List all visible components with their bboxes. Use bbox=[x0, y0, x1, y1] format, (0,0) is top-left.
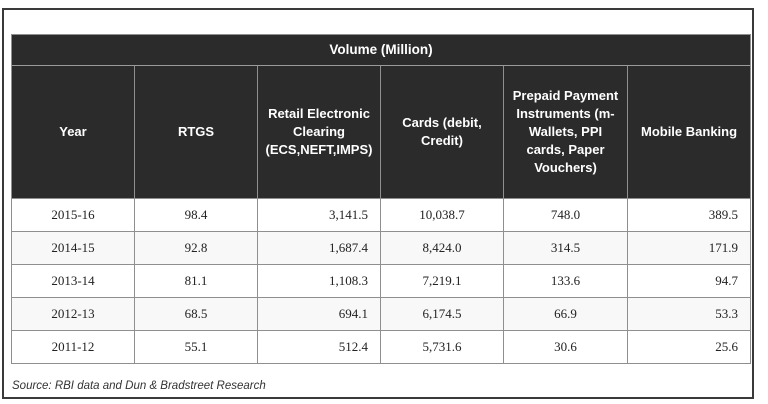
table-row: 2015-16 98.4 3,141.5 10,038.7 748.0 389.… bbox=[11, 198, 752, 232]
cell-retail-electronic-clearing: 512.4 bbox=[257, 330, 381, 364]
cell-retail-electronic-clearing: 1,108.3 bbox=[257, 264, 381, 298]
cell-year: 2011-12 bbox=[11, 330, 135, 364]
table-title: Volume (Million) bbox=[10, 34, 752, 66]
cell-rtgs: 55.1 bbox=[134, 330, 258, 364]
cell-cards: 6,174.5 bbox=[380, 297, 504, 331]
table-row: 2013-14 81.1 1,108.3 7,219.1 133.6 94.7 bbox=[11, 264, 752, 298]
column-header-prepaid-payment-instruments: Prepaid Payment Instruments (m-Wallets, … bbox=[503, 65, 628, 199]
cell-year: 2014-15 bbox=[11, 231, 135, 265]
cell-cards: 10,038.7 bbox=[380, 198, 504, 232]
cell-year: 2015-16 bbox=[11, 198, 135, 232]
source-note: Source: RBI data and Dun & Bradstreet Re… bbox=[12, 380, 266, 392]
column-header-rtgs: RTGS bbox=[134, 65, 258, 199]
cell-mobile-banking: 171.9 bbox=[626, 231, 752, 265]
cell-prepaid-payment-instruments: 314.5 bbox=[503, 231, 628, 265]
table-row: 2012-13 68.5 694.1 6,174.5 66.9 53.3 bbox=[11, 297, 752, 331]
column-header-retail-electronic-clearing: Retail Electronic Clearing (ECS,NEFT,IMP… bbox=[257, 65, 381, 199]
cell-mobile-banking: 53.3 bbox=[626, 297, 752, 331]
cell-retail-electronic-clearing: 694.1 bbox=[257, 297, 381, 331]
cell-year: 2013-14 bbox=[11, 264, 135, 298]
cell-retail-electronic-clearing: 3,141.5 bbox=[257, 198, 381, 232]
table-frame: Volume (Million) Year RTGS Retail Electr… bbox=[2, 8, 754, 399]
cell-prepaid-payment-instruments: 30.6 bbox=[503, 330, 628, 364]
cell-rtgs: 92.8 bbox=[134, 231, 258, 265]
volume-table: Volume (Million) Year RTGS Retail Electr… bbox=[10, 34, 752, 364]
cell-cards: 5,731.6 bbox=[380, 330, 504, 364]
cell-mobile-banking: 94.7 bbox=[626, 264, 752, 298]
cell-cards: 8,424.0 bbox=[380, 231, 504, 265]
cell-year: 2012-13 bbox=[11, 297, 135, 331]
cell-mobile-banking: 389.5 bbox=[626, 198, 752, 232]
cell-cards: 7,219.1 bbox=[380, 264, 504, 298]
cell-rtgs: 68.5 bbox=[134, 297, 258, 331]
cell-rtgs: 81.1 bbox=[134, 264, 258, 298]
cell-prepaid-payment-instruments: 748.0 bbox=[503, 198, 628, 232]
table-row: 2011-12 55.1 512.4 5,731.6 30.6 25.6 bbox=[11, 330, 752, 364]
cell-prepaid-payment-instruments: 66.9 bbox=[503, 297, 628, 331]
cell-mobile-banking: 25.6 bbox=[626, 330, 752, 364]
column-header-cards: Cards (debit, Credit) bbox=[380, 65, 504, 199]
column-header-year: Year bbox=[11, 65, 135, 199]
table-row: 2014-15 92.8 1,687.4 8,424.0 314.5 171.9 bbox=[11, 231, 752, 265]
column-header-mobile-banking: Mobile Banking bbox=[626, 65, 752, 199]
cell-prepaid-payment-instruments: 133.6 bbox=[503, 264, 628, 298]
cell-rtgs: 98.4 bbox=[134, 198, 258, 232]
cell-retail-electronic-clearing: 1,687.4 bbox=[257, 231, 381, 265]
